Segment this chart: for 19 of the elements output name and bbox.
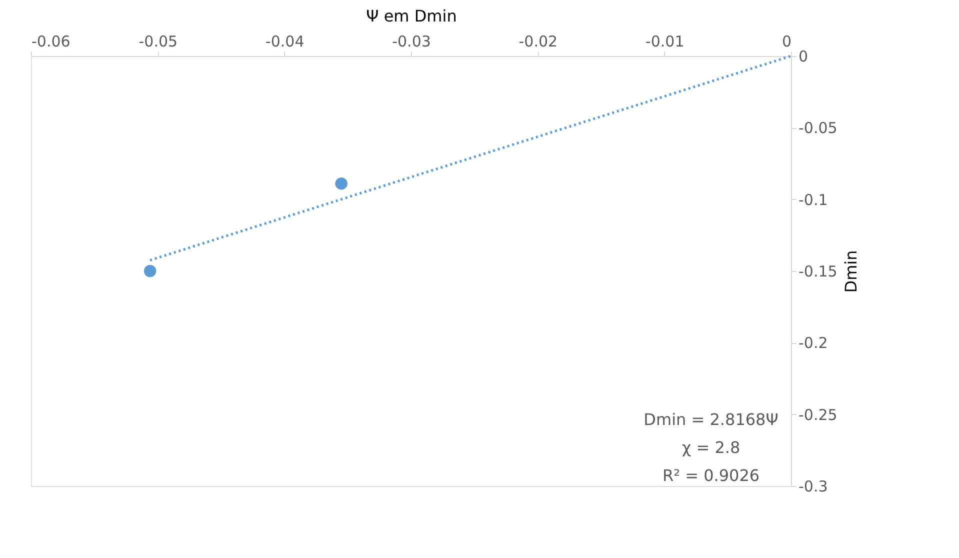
x-tick-label: -0.01 [645, 32, 684, 50]
y-tick-label: -0.3 [798, 478, 828, 496]
y-tick-label: -0.05 [798, 119, 838, 138]
annotation: R² = 0.9026 [662, 466, 760, 485]
y-tick-label: -0.25 [798, 406, 838, 424]
y-tick-label: -0.2 [798, 334, 828, 352]
annotation: χ = 2.8 [682, 438, 740, 457]
y-tick-label: 0 [798, 48, 808, 66]
y-axis-title: Dmin [841, 250, 860, 293]
x-tick-label: 0 [782, 32, 792, 50]
x-tick-label: -0.05 [138, 32, 178, 50]
annotation: Dmin = 2.8168Ψ [644, 410, 778, 429]
y-tick-label: -0.15 [798, 262, 838, 280]
x-tick-label: -0.03 [392, 32, 431, 50]
x-tick-label: -0.02 [518, 32, 558, 50]
x-tick-label: -0.06 [32, 32, 70, 50]
x-axis-title: Ψ em Dmin [366, 6, 457, 26]
x-tick-label: -0.04 [265, 32, 304, 50]
y-tick-label: -0.1 [798, 190, 828, 209]
